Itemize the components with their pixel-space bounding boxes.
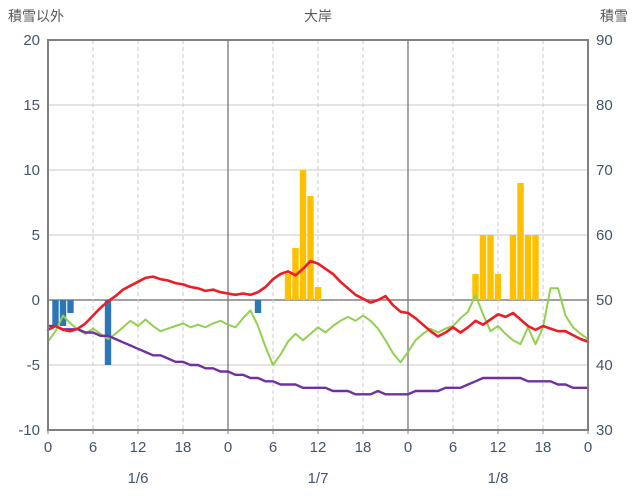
blue-bars xyxy=(52,300,262,365)
green-line xyxy=(47,287,589,366)
hour-tick-label: 12 xyxy=(310,439,327,456)
grid-lines xyxy=(48,40,588,430)
hour-tick-label: 0 xyxy=(584,439,592,456)
hour-tick-label: 18 xyxy=(355,439,372,456)
day-label: 1/7 xyxy=(308,470,329,487)
hour-tick-label: 6 xyxy=(89,439,97,456)
left-tick-label: -10 xyxy=(18,422,40,439)
day-label: 1/6 xyxy=(128,470,149,487)
hour-tick-label: 12 xyxy=(490,439,507,456)
left-tick-label: 0 xyxy=(32,292,40,309)
orange-bars xyxy=(284,170,539,300)
right-tick-label: 90 xyxy=(596,32,613,49)
hour-tick-label: 0 xyxy=(404,439,412,456)
purple-line xyxy=(46,324,590,396)
right-tick-label: 80 xyxy=(596,97,613,114)
right-axis-title: 積雪 xyxy=(600,8,628,24)
hour-tick-label: 6 xyxy=(269,439,277,456)
right-tick-label: 40 xyxy=(596,357,613,374)
chart-title: 大岸 xyxy=(304,8,332,24)
hour-tick-label: 6 xyxy=(449,439,457,456)
right-tick-label: 70 xyxy=(596,162,613,179)
hour-tick-label: 18 xyxy=(535,439,552,456)
right-tick-label: 60 xyxy=(596,227,613,244)
right-tick-label: 30 xyxy=(596,422,613,439)
right-tick-label: 50 xyxy=(596,292,613,309)
hour-tick-label: 0 xyxy=(224,439,232,456)
day-label: 1/8 xyxy=(488,470,509,487)
left-tick-label: 5 xyxy=(32,227,40,244)
left-tick-label: 20 xyxy=(23,32,40,49)
left-tick-label: 15 xyxy=(23,97,40,114)
red-line xyxy=(46,259,590,343)
hour-tick-label: 12 xyxy=(130,439,147,456)
left-tick-label: 10 xyxy=(23,162,40,179)
hour-tick-label: 18 xyxy=(175,439,192,456)
left-tick-label: -5 xyxy=(27,357,40,374)
left-axis-title: 積雪以外 xyxy=(8,8,64,24)
hour-tick-label: 0 xyxy=(44,439,52,456)
